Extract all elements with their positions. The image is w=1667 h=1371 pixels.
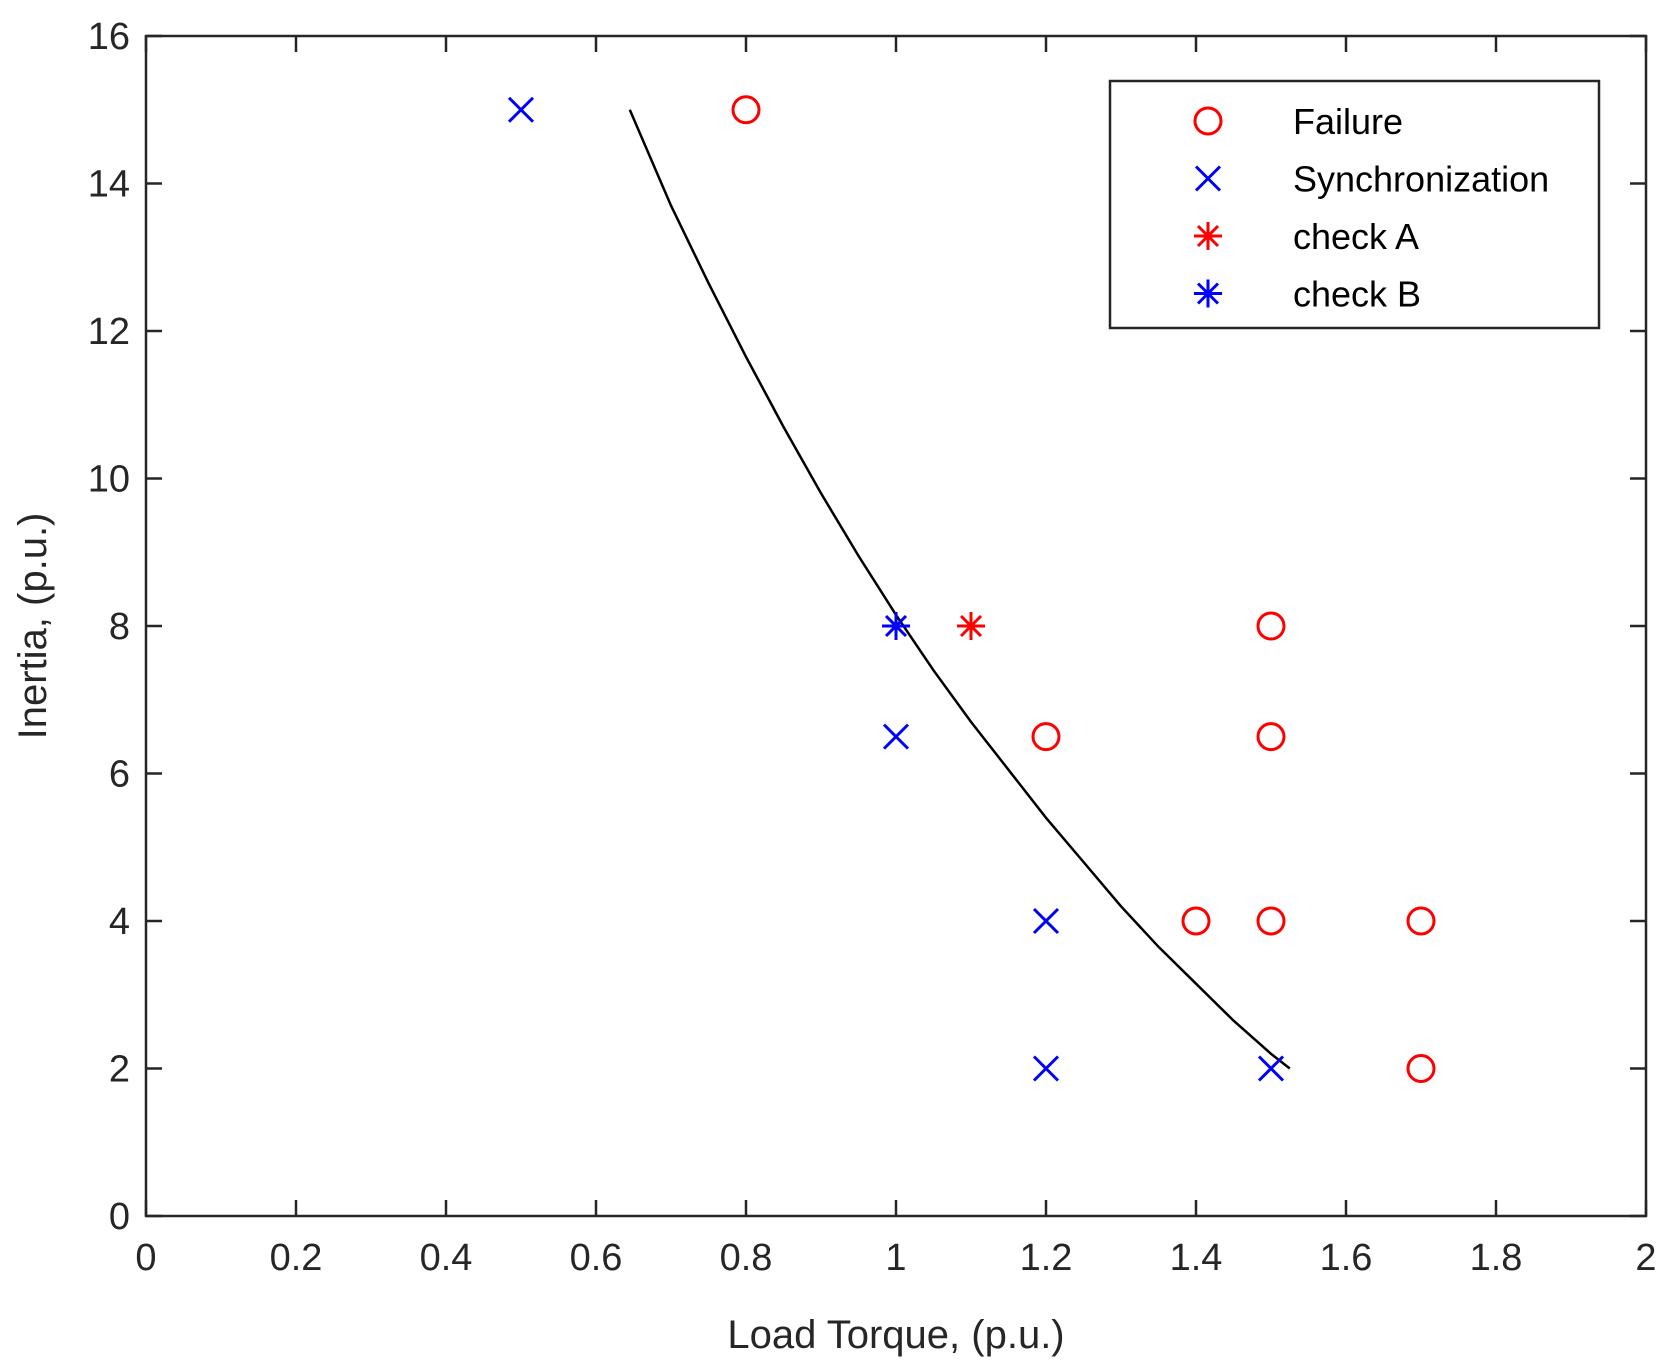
y-tick-label: 8 bbox=[109, 606, 130, 648]
y-tick-label: 2 bbox=[109, 1049, 130, 1091]
x-tick-label: 0.8 bbox=[720, 1237, 773, 1279]
legend-marker-check-a bbox=[1194, 222, 1222, 250]
point-failure bbox=[1256, 906, 1286, 936]
point-synchronization bbox=[1257, 1055, 1285, 1082]
legend-label-synchronization: Synchronization bbox=[1293, 159, 1549, 200]
legend-marker-synchronization bbox=[1194, 165, 1222, 192]
x-tick-label: 1.6 bbox=[1320, 1237, 1373, 1279]
y-axis-title: Inertia, (p.u.) bbox=[11, 513, 55, 740]
x-tick-label: 0.2 bbox=[270, 1237, 323, 1279]
y-tick-label: 12 bbox=[88, 311, 130, 353]
legend-marker-failure bbox=[1193, 106, 1223, 136]
point-synchronization bbox=[507, 96, 535, 123]
x-tick-label: 1 bbox=[885, 1237, 906, 1279]
x-tick-label: 1.2 bbox=[1020, 1237, 1073, 1279]
legend-label-failure: Failure bbox=[1293, 101, 1403, 142]
x-tick-label: 1.8 bbox=[1470, 1237, 1523, 1279]
x-tick-label: 0 bbox=[135, 1237, 156, 1279]
point-synchronization bbox=[882, 723, 910, 750]
point-failure bbox=[1031, 722, 1061, 752]
x-axis-title: Load Torque, (p.u.) bbox=[727, 1313, 1064, 1357]
point-failure bbox=[1256, 722, 1286, 752]
y-tick-label: 14 bbox=[88, 164, 130, 206]
legend-label-check-b: check B bbox=[1293, 274, 1421, 315]
legend-label-check-a: check A bbox=[1293, 216, 1419, 257]
point-synchronization bbox=[1032, 1055, 1060, 1082]
x-tick-label: 0.6 bbox=[570, 1237, 623, 1279]
legend-box bbox=[1108, 79, 1601, 330]
legend: Failure Synchronization check A check B bbox=[1108, 79, 1601, 330]
point-failure bbox=[1256, 611, 1286, 641]
y-tick-label: 6 bbox=[109, 754, 130, 796]
point-failure bbox=[1406, 906, 1436, 936]
y-tick-label: 10 bbox=[88, 459, 130, 501]
point-failure bbox=[1406, 1054, 1436, 1083]
point-check-b bbox=[882, 612, 910, 640]
point-failure bbox=[731, 95, 761, 125]
point-synchronization bbox=[1032, 907, 1060, 935]
y-tick-label: 4 bbox=[109, 901, 130, 943]
point-check-a bbox=[957, 612, 985, 640]
point-failure bbox=[1181, 906, 1211, 936]
y-tick-label: 0 bbox=[109, 1196, 130, 1238]
y-tick-label: 16 bbox=[88, 16, 130, 58]
x-tick-label: 2 bbox=[1635, 1237, 1656, 1279]
boundary-curve bbox=[628, 109, 1291, 1070]
legend-marker-check-b bbox=[1194, 279, 1222, 308]
x-tick-label: 1.4 bbox=[1170, 1237, 1223, 1279]
x-tick-label: 0.4 bbox=[420, 1237, 473, 1279]
